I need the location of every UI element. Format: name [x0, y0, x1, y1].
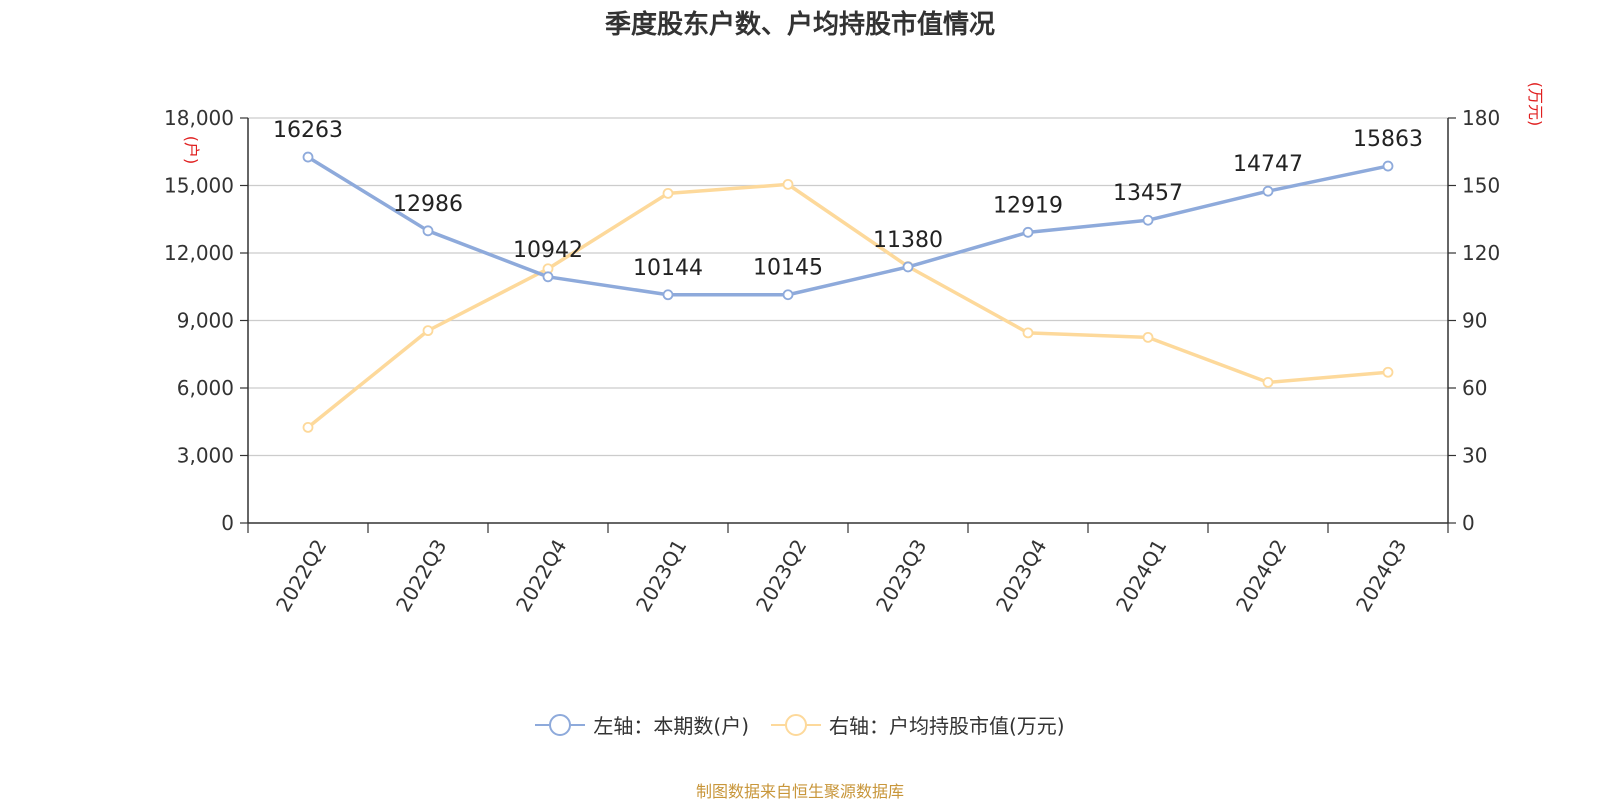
- legend-marker-households: [535, 712, 586, 738]
- data-label: 11380: [873, 228, 943, 253]
- line-chart: 0 0 3,000 30 6,000 60 9,000 90 12,000 120 15,000 15…: [164, 82, 1545, 616]
- series-point-0: [662, 289, 674, 301]
- x-tick-label: 2023Q1: [631, 535, 691, 616]
- left-tick-label: 18,000: [164, 106, 234, 130]
- axes: 0 0 3,000 30 6,000 60 9,000 90 12,000 120 15,000 15…: [164, 82, 1545, 616]
- data-label: 10942: [513, 238, 583, 263]
- source-note: 制图数据来自恒生聚源数据库: [695, 782, 904, 801]
- x-tick-label: 2024Q3: [1351, 535, 1411, 616]
- x-tick-label: 2022Q4: [511, 535, 571, 616]
- x-tick-label: 2022Q2: [271, 535, 331, 616]
- right-tick-label: 150: [1462, 174, 1500, 198]
- series-point-0: [782, 289, 794, 301]
- right-axis-unit: (万元): [1526, 82, 1545, 127]
- left-tick-label: 15,000: [164, 174, 234, 198]
- series-point-0: [1022, 226, 1034, 238]
- left-tick-label: 6,000: [177, 376, 234, 400]
- series-point-1: [1382, 366, 1394, 378]
- series-point-1: [302, 421, 314, 433]
- series-point-0: [1382, 160, 1394, 172]
- left-tick-label: 0: [221, 511, 234, 535]
- data-label: 12986: [393, 192, 463, 217]
- legend-label-households: 左轴：本期数(户): [593, 714, 749, 738]
- right-tick-label: 90: [1462, 309, 1487, 333]
- left-axis-unit: (户): [182, 136, 201, 165]
- right-tick-label: 30: [1462, 444, 1487, 468]
- right-tick-label: 60: [1462, 376, 1487, 400]
- right-tick-label: 0: [1462, 511, 1475, 535]
- data-label: 13457: [1113, 181, 1183, 206]
- legend-item-households[interactable]: 左轴：本期数(户): [535, 710, 749, 739]
- series-point-1: [1142, 331, 1154, 343]
- series-point-0: [422, 225, 434, 237]
- legend-marker-avg-value: [771, 712, 821, 738]
- x-tick-label: 2024Q2: [1231, 535, 1291, 616]
- data-label: 10144: [633, 256, 703, 281]
- data-label: 15863: [1353, 127, 1423, 152]
- series-point-0: [1142, 214, 1154, 226]
- legend-item-avg-value[interactable]: 右轴：户均持股市值(万元): [771, 710, 1065, 739]
- series-point-1: [1022, 327, 1034, 339]
- data-label: 16263: [273, 118, 343, 143]
- x-tick-label: 2022Q3: [391, 535, 451, 616]
- series-point-0: [1262, 185, 1274, 197]
- series-point-1: [662, 187, 674, 199]
- series-line-0: [307, 155, 1389, 297]
- legend-label-avg-value: 右轴：户均持股市值(万元): [829, 714, 1065, 738]
- x-tick-label: 2024Q1: [1111, 535, 1171, 616]
- left-tick-label: 12,000: [164, 241, 234, 265]
- data-label: 14747: [1233, 152, 1303, 177]
- left-tick-label: 9,000: [177, 309, 234, 333]
- series-point-0: [302, 151, 314, 163]
- series: [302, 151, 1394, 433]
- series-point-1: [782, 178, 794, 190]
- data-labels: 16263 12986 10942 10144 10145 11380 12919 13457…: [273, 118, 1423, 281]
- series-point-1: [422, 325, 434, 337]
- data-label: 12919: [993, 193, 1063, 218]
- x-tick-label: 2023Q2: [751, 535, 811, 616]
- series-line-1: [306, 182, 1389, 429]
- right-tick-label: 120: [1462, 241, 1500, 265]
- x-tick-label: 2023Q3: [871, 535, 931, 616]
- series-point-1: [1262, 376, 1274, 388]
- left-tick-label: 3,000: [177, 444, 234, 468]
- legend: 左轴：本期数(户) 右轴：户均持股市值(万元): [0, 710, 1600, 739]
- chart-title: 季度股东户数、户均持股市值情况: [604, 10, 995, 40]
- right-tick-label: 180: [1462, 106, 1500, 130]
- data-label: 10145: [753, 256, 823, 281]
- series-point-0: [542, 271, 554, 283]
- x-tick-label: 2023Q4: [991, 535, 1051, 616]
- series-point-0: [902, 261, 914, 273]
